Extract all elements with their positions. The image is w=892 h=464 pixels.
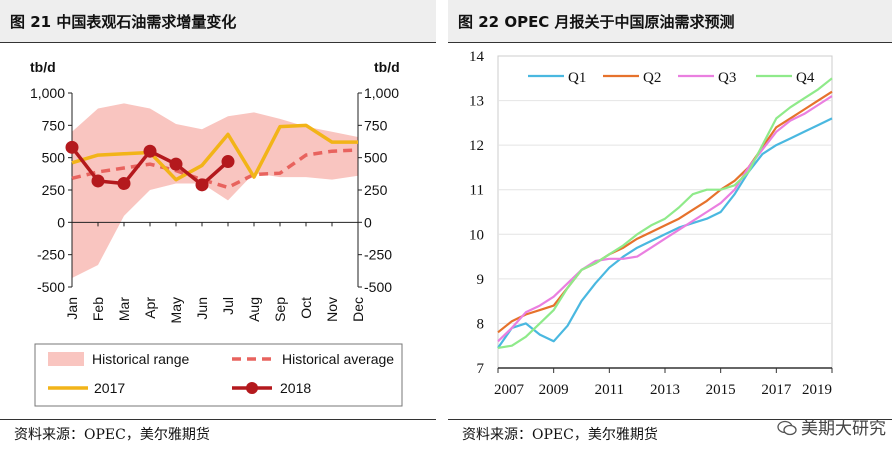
legend-label-historical-average: Historical average <box>282 351 394 367</box>
wechat-icon <box>777 420 797 436</box>
x-tick-label: 2007 <box>494 382 525 398</box>
left-chart: 1,000 1,000 750 750 500 500 250 250 0 0 -250 -250 -5… <box>30 59 403 407</box>
series-2017-line <box>71 123 358 182</box>
right-panel: 图 22 OPEC 月报关于中国原油需求预测 7 8 9 10 11 12 13 14 2007… <box>448 0 892 464</box>
left-y-tick-label: 500 <box>42 150 66 166</box>
series-2018-point <box>65 140 79 154</box>
left-y-tick-label: 0 <box>57 214 65 230</box>
x-tick-label: 2011 <box>595 382 624 398</box>
series-2018-point <box>195 178 209 192</box>
plot-frame <box>497 55 833 369</box>
y-tick-label: 8 <box>477 316 485 332</box>
left-panel: 图 21 中国表观石油需求增量变化 1,000 1,000 750 750 500 500… <box>0 0 436 464</box>
series-2018-point <box>91 174 105 188</box>
x-tick-label: Aug <box>246 297 262 322</box>
x-tick-label: 2009 <box>539 382 569 398</box>
x-tick-label: 2019 <box>802 382 832 398</box>
legend-label-historical-range: Historical range <box>92 351 189 367</box>
series-2018-point <box>117 177 131 191</box>
right-y-tick-label: -500 <box>364 279 392 295</box>
x-tick-label: Jan <box>64 297 80 320</box>
x-tick-label: Feb <box>90 297 106 321</box>
x-tick-label: Sep <box>272 297 288 322</box>
right-y-tick-label: 750 <box>364 117 388 133</box>
left-y-tick-label: -250 <box>37 247 65 263</box>
left-chart-title: 图 21 中国表观石油需求增量变化 <box>10 13 237 31</box>
legend-label-q1: Q1 <box>568 70 586 86</box>
series-2018-point <box>221 155 235 169</box>
series-2018-point <box>143 144 157 158</box>
x-tick-label: Dec <box>350 297 366 322</box>
x-tick-label: 2017 <box>761 382 792 398</box>
left-y-tick-label: 250 <box>42 182 66 198</box>
legend-label-q2: Q2 <box>643 70 661 86</box>
right-chart: 7 8 9 10 11 12 13 14 2007 2009 2011 2013 2015 2017 201… <box>469 49 833 398</box>
y-tick-label: 7 <box>477 361 485 377</box>
series-line-q1 <box>497 117 833 349</box>
left-source-rule <box>0 419 436 420</box>
legend-label-2018: 2018 <box>280 380 311 396</box>
left-y-axis-unit: tb/d <box>30 59 56 75</box>
series-line-q3 <box>497 95 833 343</box>
right-y-axis-unit: tb/d <box>374 59 400 75</box>
historical-range-band <box>72 103 358 278</box>
y-tick-label: 10 <box>469 227 484 243</box>
x-tick-label: Jun <box>194 297 210 320</box>
x-tick-label: Nov <box>324 297 340 322</box>
legend-marker-2018 <box>246 382 258 394</box>
watermark-text: 美期大研究 <box>801 419 886 439</box>
right-y-tick-label: 1,000 <box>364 85 399 101</box>
y-tick-label: 11 <box>470 183 484 199</box>
x-tick-label: Apr <box>142 297 158 319</box>
y-tick-label: 13 <box>469 94 484 110</box>
right-y-tick-label: 250 <box>364 182 388 198</box>
x-tick-label: May <box>168 297 184 323</box>
legend-label-q3: Q3 <box>718 70 736 86</box>
x-tick-label: 2015 <box>706 382 736 398</box>
right-source: 资料来源：OPEC，美尔雅期货 <box>462 427 658 443</box>
left-source: 资料来源：OPEC，美尔雅期货 <box>14 427 210 443</box>
x-tick-label: Mar <box>116 297 132 321</box>
y-tick-label: 9 <box>477 272 485 288</box>
x-tick-label: Jul <box>220 297 236 315</box>
legend-label-2017: 2017 <box>94 380 125 396</box>
y-tick-label: 12 <box>469 138 484 154</box>
series-line-q2 <box>497 90 833 334</box>
legend-label-q4: Q4 <box>796 70 815 86</box>
right-chart-title: 图 22 OPEC 月报关于中国原油需求预测 <box>458 13 735 31</box>
series-line-q4 <box>497 77 833 349</box>
right-title-bar: 图 22 OPEC 月报关于中国原油需求预测 <box>448 0 892 42</box>
left-y-tick-label: -500 <box>37 279 65 295</box>
x-tick-label: Oct <box>298 297 314 319</box>
x-tick-label: 2013 <box>650 382 680 398</box>
legend-box <box>34 343 403 407</box>
right-y-tick-label: 0 <box>364 214 372 230</box>
right-source-rule <box>448 419 892 420</box>
right-y-tick-label: 500 <box>364 150 388 166</box>
watermark: 美期大研究 <box>777 414 886 439</box>
right-title-rule <box>448 42 892 43</box>
right-y-tick-label: -250 <box>364 247 392 263</box>
left-title-bar: 图 21 中国表观石油需求增量变化 <box>0 0 436 42</box>
series-2018-point <box>169 157 183 171</box>
left-title-rule <box>0 42 436 43</box>
left-y-tick-label: 1,000 <box>30 85 65 101</box>
legend-swatch-historical-range <box>48 352 84 366</box>
historical-average-line <box>71 148 359 190</box>
left-y-tick-label: 750 <box>42 117 66 133</box>
y-tick-label: 14 <box>469 49 485 65</box>
